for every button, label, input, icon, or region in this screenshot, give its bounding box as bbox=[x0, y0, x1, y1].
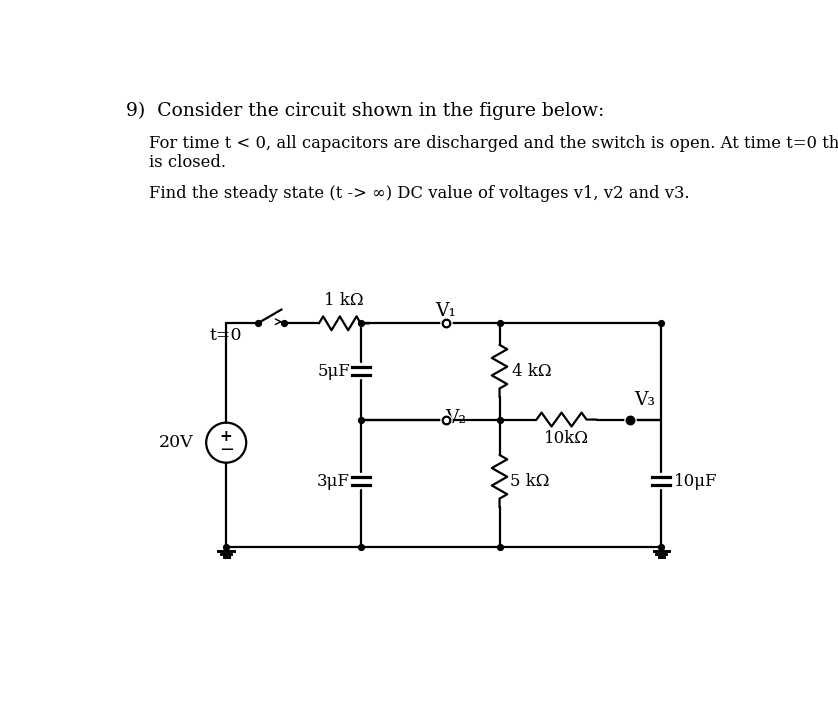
Text: 20V: 20V bbox=[159, 434, 194, 451]
Text: 5μF: 5μF bbox=[318, 362, 350, 379]
Text: 10μF: 10μF bbox=[674, 472, 717, 490]
Text: 4 kΩ: 4 kΩ bbox=[512, 362, 551, 379]
Text: +: + bbox=[220, 429, 233, 444]
Text: 9)  Consider the circuit shown in the figure below:: 9) Consider the circuit shown in the fig… bbox=[126, 102, 604, 120]
Text: −: − bbox=[219, 441, 234, 458]
Text: t=0: t=0 bbox=[210, 327, 242, 344]
Text: V₃: V₃ bbox=[634, 391, 655, 408]
Text: V₂: V₂ bbox=[446, 409, 467, 427]
Text: 3μF: 3μF bbox=[317, 472, 350, 490]
Text: 1 kΩ: 1 kΩ bbox=[324, 292, 364, 309]
Text: V₁: V₁ bbox=[435, 302, 456, 320]
Text: Find the steady state (t -> ∞) DC value of voltages v1, v2 and v3.: Find the steady state (t -> ∞) DC value … bbox=[149, 185, 690, 202]
Text: 10kΩ: 10kΩ bbox=[544, 429, 589, 446]
Text: For time t < 0, all capacitors are discharged and the switch is open. At time t=: For time t < 0, all capacitors are disch… bbox=[149, 135, 838, 152]
Text: 5 kΩ: 5 kΩ bbox=[510, 472, 550, 490]
Text: is closed.: is closed. bbox=[149, 154, 226, 171]
